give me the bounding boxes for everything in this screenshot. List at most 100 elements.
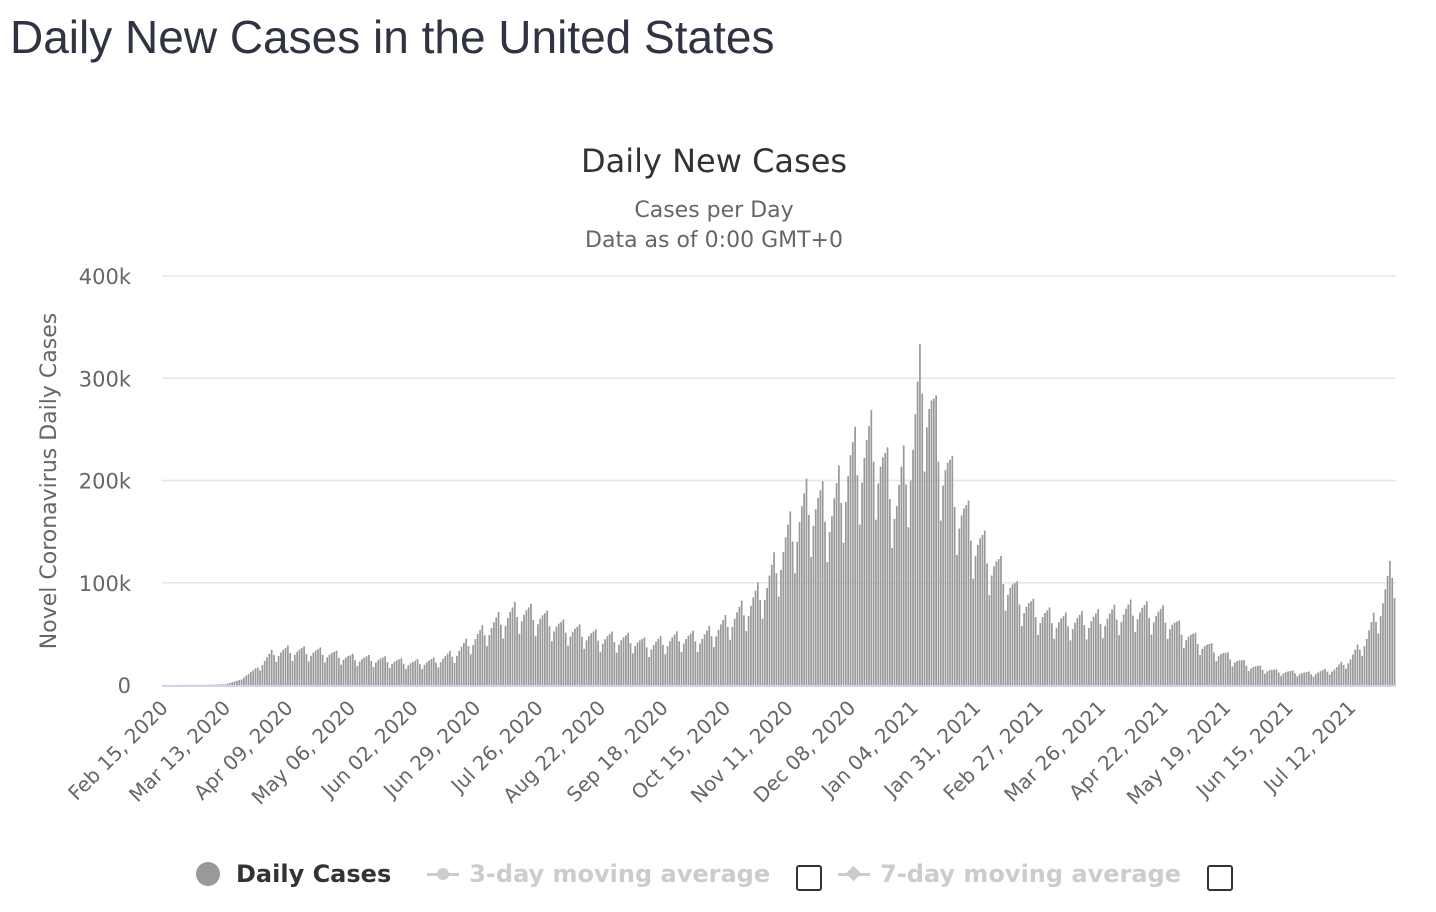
bar [1277,672,1280,685]
bar [863,458,866,685]
bar [782,552,785,685]
bar [555,626,558,685]
bar [703,634,706,685]
bar [1108,613,1111,685]
bar [372,666,375,685]
bar [650,649,653,685]
bar [699,643,701,685]
bar [388,667,391,685]
bar [1261,669,1264,685]
bar [796,541,799,685]
bar [523,614,525,685]
bar [1162,605,1164,685]
bar [958,528,961,685]
bar [761,618,764,685]
bar [1294,673,1296,685]
bar [326,657,329,685]
bar [805,478,808,685]
bar [497,612,500,685]
bar [652,645,655,685]
bar [495,617,498,685]
bar [1183,648,1185,685]
bar [655,641,657,685]
bar [462,643,465,685]
bar [1305,672,1308,685]
bar [1375,621,1377,685]
bar [1370,622,1373,685]
bar [819,490,822,685]
bar [752,597,755,685]
bar [1220,654,1222,685]
bar [1257,665,1259,685]
bar [1282,673,1285,685]
bar [645,647,648,685]
bar [875,519,877,685]
bar [222,684,224,685]
y-tick-label: 200k [79,470,132,494]
bar [888,498,891,685]
y-tick-label: 100k [79,572,132,596]
bar [666,646,669,685]
bar [960,515,963,685]
bar [365,656,368,685]
bar [919,344,921,685]
bar [713,647,715,685]
bar [1097,609,1100,685]
bar [476,634,479,685]
bar [268,653,271,685]
legend-item-7-day-average[interactable]: 7-day moving average [838,860,1181,888]
7-day-average-checkbox[interactable] [1207,865,1234,891]
bar [583,648,586,685]
bar [374,662,377,685]
bar [493,622,495,685]
bar [951,455,954,685]
bar [280,652,282,685]
bar [618,644,620,685]
bar [398,659,400,685]
3-day-average-checkbox[interactable] [796,865,823,891]
bar [608,634,611,685]
bar [256,667,259,685]
bar [625,635,627,685]
bar [814,509,817,685]
legend-label: 3-day moving average [469,860,771,888]
bar [861,482,863,685]
bar [680,651,683,685]
bar [641,639,643,685]
y-axis-label: Novel Coronavirus Daily Cases [37,313,62,649]
bar [1324,668,1326,685]
legend-item-daily-cases[interactable]: Daily Cases [196,860,391,888]
legend-item-3-day-average[interactable]: 3-day moving average [427,860,770,888]
bar [747,615,750,685]
bar [824,521,826,685]
bar [1057,622,1060,685]
bar [907,527,910,685]
bar [1236,661,1238,685]
bar [1215,661,1218,685]
bar [972,578,975,685]
bar [1053,638,1056,685]
bar [678,641,681,685]
bar [1164,622,1167,685]
bar [854,426,856,685]
bar [1196,644,1199,685]
bar [939,520,942,685]
bar [229,682,231,685]
bar [930,400,933,685]
bar [1358,649,1361,685]
bar [1259,665,1262,685]
bar [1268,670,1271,685]
bar [300,648,303,685]
bar [557,623,560,685]
bar [472,645,474,685]
bar [858,524,861,685]
bar [794,573,796,685]
bar [592,631,595,685]
bar [527,607,530,685]
bar [604,639,606,685]
bar [284,647,287,685]
bar [347,656,349,685]
bar [682,643,685,685]
bar [710,636,713,685]
